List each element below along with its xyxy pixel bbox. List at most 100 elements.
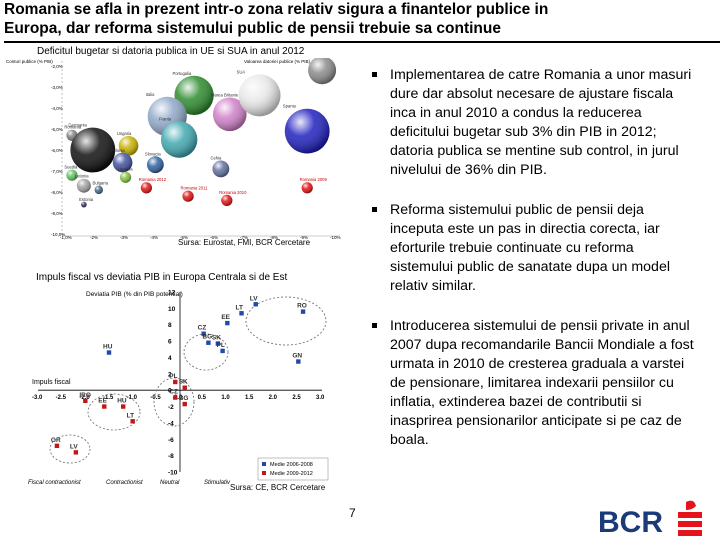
bubble-shade [81, 201, 87, 208]
scatter-point [54, 443, 60, 449]
bubble: Marea Britanie [211, 93, 247, 132]
bubble-shade [146, 156, 164, 174]
chart2-xtick-label: -1.5 [103, 395, 114, 401]
bubble: Letonia [75, 174, 91, 193]
bottom-label-2: Contractionist [106, 480, 143, 486]
bullet-item: Introducerea sistemului de pensii privat… [368, 317, 698, 450]
bubble-shade [160, 121, 198, 158]
bubble: Polonia [111, 148, 133, 173]
scatter-point [300, 309, 306, 314]
chart1-xtick-label: -7% [240, 235, 248, 240]
chart2-xtick-label: 2.0 [269, 395, 278, 401]
bubble: Romania 2012 [139, 177, 167, 194]
chart1-ytick-label: -4,0% [51, 106, 63, 111]
chart2-xtick-label: 1.5 [245, 395, 254, 401]
scatter-point [106, 350, 112, 355]
bubble-shade [70, 127, 116, 173]
bubble-label: Romania [64, 125, 81, 130]
chart2-ytick-label: -10 [168, 470, 178, 477]
cluster-ellipse-central [183, 333, 229, 371]
chart1-ytick-label: -6,0% [51, 148, 63, 153]
chart2-xtick-label: -2.0 [79, 395, 90, 401]
bullet-item: Reforma sistemului public de pensii deja… [368, 201, 698, 296]
chart2-xtick-label: 1.0 [221, 395, 230, 401]
scatter-point [182, 385, 187, 390]
bubble-shade [118, 136, 139, 156]
scatter-point [215, 341, 221, 346]
chart1-legend-note: Valoarea datoriei publice (% PIB) [244, 59, 310, 64]
bubble-label: Bulgaria [93, 181, 109, 186]
bubble-label: Marea Britanie [211, 93, 239, 98]
chart2-xtick-label: -0.5 [150, 395, 161, 401]
chart2-ytick-label: 2 [168, 371, 172, 378]
scatter-point [121, 404, 126, 409]
chart2-ytick-label: 8 [168, 322, 172, 329]
bubble-label: Slovacia [145, 151, 161, 156]
cluster-ellipse-hu-ee [87, 393, 141, 431]
bubble-label: Franta [159, 116, 172, 121]
chart1-caption: Deficitul bugetar si datoria publica in … [37, 46, 305, 57]
bubble: Romania 2010 [219, 190, 247, 206]
scatter-point-label: LV [70, 443, 78, 450]
bubble: Ungaria [117, 131, 139, 156]
bullet-text: Introducerea sistemului de pensii privat… [390, 318, 694, 448]
slide-title: Romania se afla in prezent intr-o zona r… [4, 0, 720, 44]
bubble-label: Cehia [210, 156, 222, 161]
bubble-label: Polonia [111, 148, 126, 153]
chart2-xtick-label: 3.0 [316, 395, 325, 401]
scatter-point-label: LV [250, 295, 258, 302]
bubble: Germania [68, 123, 116, 173]
chart1-xtick-label: -3% [120, 235, 128, 240]
bubble-shade [212, 97, 247, 132]
chart2-xtick-label: 0.0 [174, 395, 183, 401]
scatter-point-label: IRO [79, 392, 91, 399]
scatter-point-label: GR [51, 437, 61, 444]
cluster-ellipse-2009 [153, 377, 195, 427]
scatter-point-label: CZ [198, 325, 207, 332]
bubble-shade [212, 160, 230, 178]
bubble: Cehia [210, 156, 230, 178]
chart2-source: Sursa: CE, BCR Cercetare [230, 483, 326, 492]
bubble-shade [284, 108, 330, 154]
bullet-square-icon [372, 207, 377, 212]
scatter-point-label: HU [103, 344, 113, 351]
bubble-label: Romania 2012 [139, 177, 167, 182]
bcr-logo-mark-icon [678, 500, 702, 536]
chart1-xtick-label: -8% [270, 235, 278, 240]
bubble: Spania [283, 104, 330, 154]
chart1-ylabel: Conturi publice (% PIB) [6, 59, 53, 64]
bubble: Romania 2009 [300, 177, 328, 194]
chart1-ytick-label: -7,0% [51, 169, 63, 174]
chart2-legend: Medie 2006-2008 Medie 2009-2012 [257, 457, 329, 481]
legend-marker-2009 [262, 471, 266, 475]
bubble: Grecia [308, 58, 337, 85]
chart2-xtick-label: 0.5 [198, 395, 207, 401]
legend-label-2006: Medie 2006-2008 [270, 462, 313, 468]
bubble-label: Romania 2011 [180, 186, 208, 191]
chart1-y-ticks: -2,0% -3,0% -4,0% -5,0% -6,0% -7,0% -8,0% -9,0%… [51, 64, 65, 237]
bullet-square-icon [372, 72, 377, 77]
bubble-label: Germania [68, 123, 87, 128]
scatter-point [182, 401, 187, 407]
bullet-square-icon [372, 323, 377, 328]
chart2-ytick-label: 10 [168, 306, 176, 313]
bubble-label: Suedia [64, 165, 78, 170]
chart1-xtick-label: -6% [210, 235, 218, 240]
chart2-ytick-label: 12 [168, 290, 176, 297]
bubble-shade [221, 194, 233, 206]
scatter-point-label: PL [169, 373, 177, 380]
chart2-xtick-label: 2.5 [292, 395, 301, 401]
bubble-shade [66, 169, 78, 181]
chart2-ytick-label: 6 [168, 339, 172, 346]
bullet-item: Implementarea de catre Romania a unor ma… [368, 66, 698, 180]
bubble: Estonia [79, 197, 94, 208]
bubble-label: Ungaria [117, 131, 132, 136]
chart1-ytick-label: -10,0% [51, 232, 65, 237]
bubble-shade [76, 178, 91, 193]
scatter-point [102, 404, 107, 409]
bubble: Slovacia [145, 151, 164, 174]
chart2-xlabel: Impuls fiscal [32, 379, 71, 386]
title-line-1: Romania se afla in prezent intr-o zona r… [4, 1, 549, 18]
chart1-ytick-label: -3,0% [51, 85, 63, 90]
chart1-ytick-label: -5,0% [51, 127, 63, 132]
